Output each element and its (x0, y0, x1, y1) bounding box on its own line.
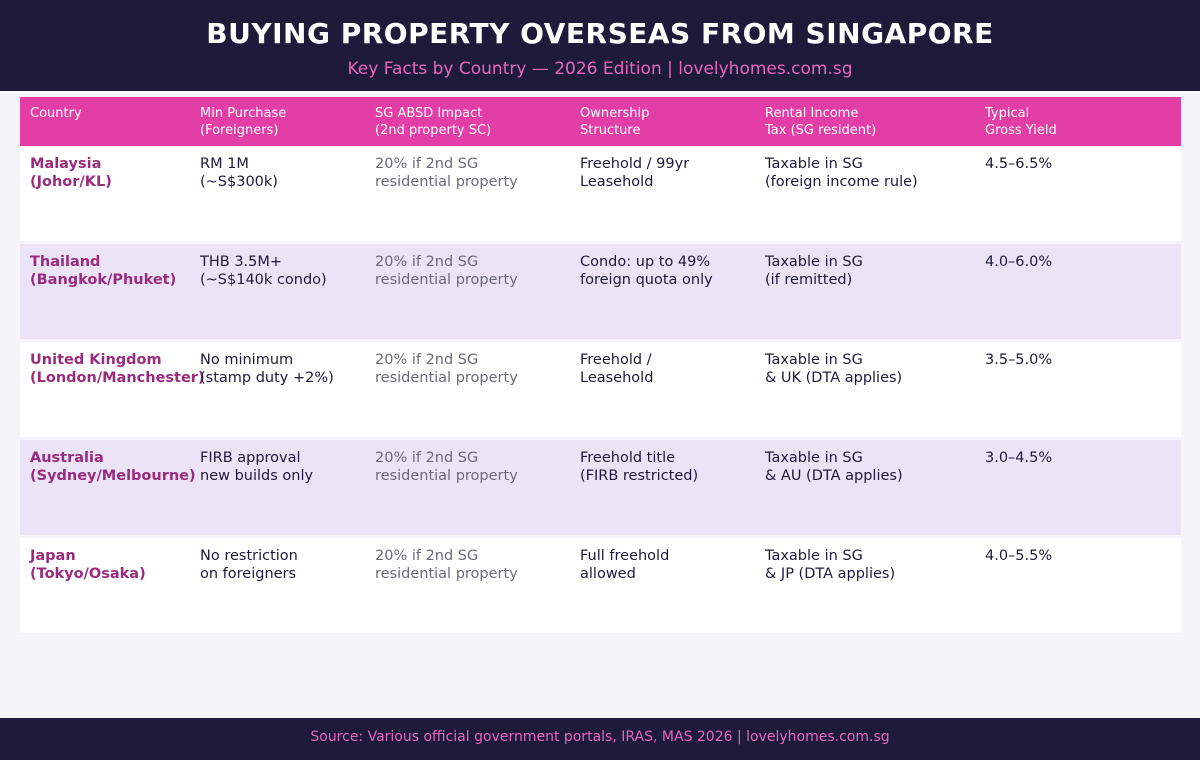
min-purchase-cell: No minimum (stamp duty +2%) (200, 352, 334, 386)
ownership-cell: Full freehold allowed (580, 548, 670, 582)
tax-cell: Taxable in SG & JP (DTA applies) (765, 548, 896, 582)
absd-cell: 20% if 2nd SG residential property (375, 254, 518, 288)
absd-cell: 20% if 2nd SG residential property (375, 450, 518, 484)
absd-cell: 20% if 2nd SG residential property (375, 352, 518, 386)
absd-cell: 20% if 2nd SG residential property (375, 156, 518, 190)
footer-banner: Source: Various official government port… (0, 718, 1200, 760)
table-row: Australia (Sydney/Melbourne) FIRB approv… (20, 440, 1181, 535)
min-purchase-cell: FIRB approval new builds only (200, 450, 314, 484)
tax-cell: Taxable in SG (if remitted) (765, 254, 863, 288)
tax-cell: Taxable in SG (foreign income rule) (765, 156, 918, 190)
country-cell: Australia (Sydney/Melbourne) (30, 450, 196, 484)
min-purchase-cell: RM 1M (~S$300k) (200, 156, 278, 190)
column-header-min-purchase: Min Purchase (Foreigners) (200, 106, 287, 138)
column-header-country: Country (30, 106, 82, 121)
row-divider (20, 339, 1181, 342)
yield-cell: 4.0–6.0% (985, 254, 1053, 270)
country-cell: Malaysia (Johor/KL) (30, 156, 112, 190)
country-facts-table: Country Min Purchase (Foreigners) SG ABS… (20, 97, 1181, 633)
header-banner: BUYING PROPERTY OVERSEAS FROM SINGAPORE … (0, 0, 1200, 91)
ownership-cell: Freehold / 99yr Leasehold (580, 156, 690, 190)
min-purchase-cell: No restriction on foreigners (200, 548, 298, 582)
country-cell: United Kingdom (London/Manchester) (30, 352, 205, 386)
source-note: Source: Various official government port… (310, 729, 890, 745)
page-subtitle: Key Facts by Country — 2026 Edition | lo… (347, 59, 853, 79)
row-divider (20, 535, 1181, 538)
column-header-tax: Rental Income Tax (SG resident) (765, 106, 877, 138)
country-cell: Japan (Tokyo/Osaka) (30, 548, 146, 582)
yield-cell: 3.5–5.0% (985, 352, 1053, 368)
column-header-ownership: Ownership Structure (580, 106, 650, 138)
table-row: Malaysia (Johor/KL) RM 1M (~S$300k) 20% … (20, 146, 1181, 241)
page-title: BUYING PROPERTY OVERSEAS FROM SINGAPORE (206, 17, 994, 50)
tax-cell: Taxable in SG & UK (DTA applies) (765, 352, 903, 386)
row-divider (20, 437, 1181, 440)
absd-cell: 20% if 2nd SG residential property (375, 548, 518, 582)
yield-cell: 3.0–4.5% (985, 450, 1053, 466)
row-divider (20, 241, 1181, 244)
column-header-absd: SG ABSD Impact (2nd property SC) (375, 106, 492, 138)
column-header-yield: Typical Gross Yield (985, 106, 1057, 138)
table-row: United Kingdom (London/Manchester) No mi… (20, 342, 1181, 437)
min-purchase-cell: THB 3.5M+ (~S$140k condo) (200, 254, 327, 288)
country-cell: Thailand (Bangkok/Phuket) (30, 254, 177, 288)
ownership-cell: Condo: up to 49% foreign quota only (580, 254, 713, 288)
ownership-cell: Freehold title (FIRB restricted) (580, 450, 699, 484)
yield-cell: 4.5–6.5% (985, 156, 1053, 172)
ownership-cell: Freehold / Leasehold (580, 352, 654, 386)
table-header: Country Min Purchase (Foreigners) SG ABS… (20, 97, 1181, 146)
table-row: Japan (Tokyo/Osaka) No restriction on fo… (20, 538, 1181, 633)
table-row: Thailand (Bangkok/Phuket) THB 3.5M+ (~S$… (20, 244, 1181, 339)
yield-cell: 4.0–5.5% (985, 548, 1053, 564)
tax-cell: Taxable in SG & AU (DTA applies) (765, 450, 903, 484)
